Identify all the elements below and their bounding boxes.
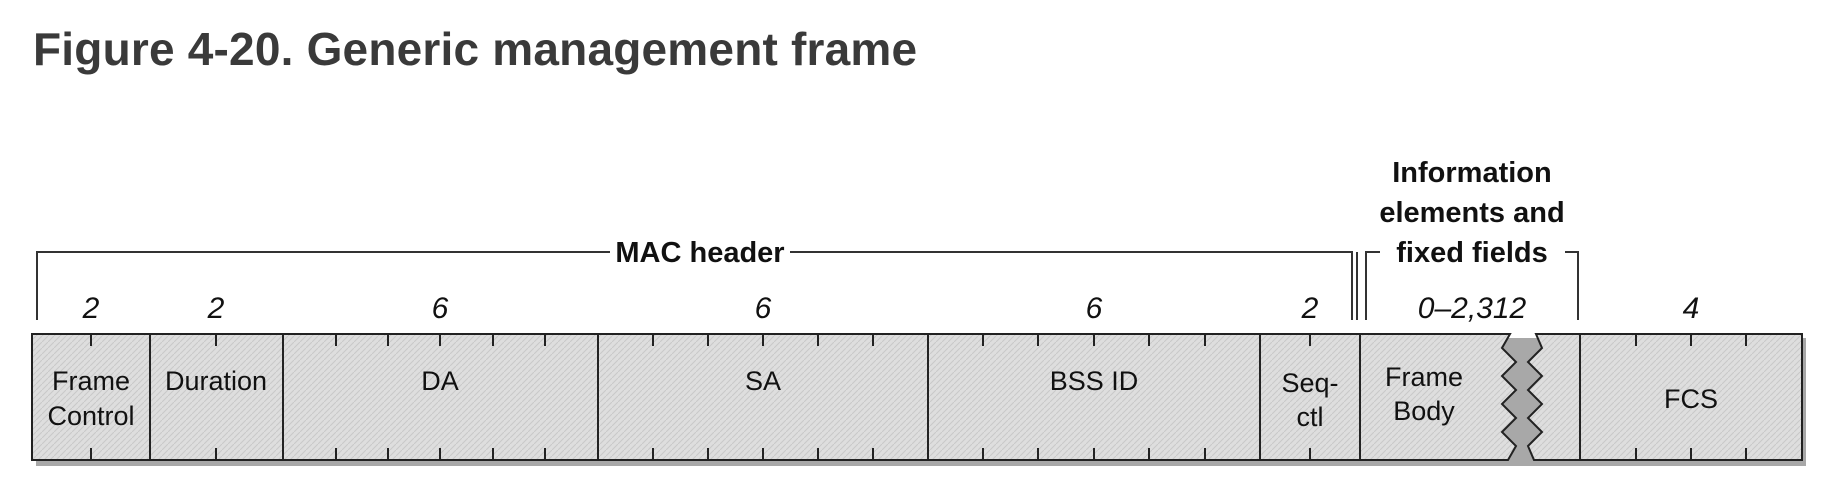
da-box xyxy=(282,333,599,461)
fcs-bytes: 4 xyxy=(1683,292,1700,325)
seq-ctl-label-line2: ctl xyxy=(1297,402,1324,432)
da-bytes: 6 xyxy=(432,292,449,325)
byte-counts: 2 2 6 6 6 2 0–2,312 4 xyxy=(82,292,1700,325)
bssid-bytes: 6 xyxy=(1086,292,1103,325)
bssid-box xyxy=(927,333,1261,461)
frame-body-continuation xyxy=(1526,333,1581,461)
info-elements-label-line3: fixed fields xyxy=(1396,237,1548,269)
fcs-box xyxy=(1579,333,1803,461)
frame-control-label-line1: Frame xyxy=(52,366,130,396)
frame-body-label-line1: Frame xyxy=(1385,362,1463,392)
info-elements-label-line1: Information xyxy=(1392,157,1552,189)
byte-ticks xyxy=(90,334,1747,460)
sa-label: SA xyxy=(745,366,781,396)
frame-control-box xyxy=(31,333,151,461)
sa-box xyxy=(597,333,929,461)
field-boxes xyxy=(31,333,1803,461)
seq-ctl-bytes: 2 xyxy=(1301,292,1319,325)
frame-control-bytes: 2 xyxy=(82,292,100,325)
mac-header-label: MAC header xyxy=(615,237,784,269)
frame-body-label-line2: Body xyxy=(1393,396,1455,426)
seq-ctl-label-line1: Seq- xyxy=(1281,368,1338,398)
info-elements-bracket xyxy=(1365,251,1579,320)
mac-header-bracket xyxy=(36,251,1358,320)
fcs-label: FCS xyxy=(1664,384,1718,414)
frame-body-bytes: 0–2,312 xyxy=(1418,292,1527,325)
duration-bytes: 2 xyxy=(207,292,225,325)
da-label: DA xyxy=(421,366,459,396)
duration-label: Duration xyxy=(165,366,267,396)
field-names: Frame Control Duration DA SA BSS ID Seq-… xyxy=(47,362,1718,432)
frame-control-label-line2: Control xyxy=(47,401,134,431)
figure-title: Figure 4-20. Generic management frame xyxy=(33,23,918,75)
bssid-label: BSS ID xyxy=(1050,366,1139,396)
info-elements-label-line2: elements and xyxy=(1379,197,1564,229)
frame-body-box xyxy=(1359,333,1518,461)
sa-bytes: 6 xyxy=(755,292,772,325)
duration-box xyxy=(149,333,284,461)
